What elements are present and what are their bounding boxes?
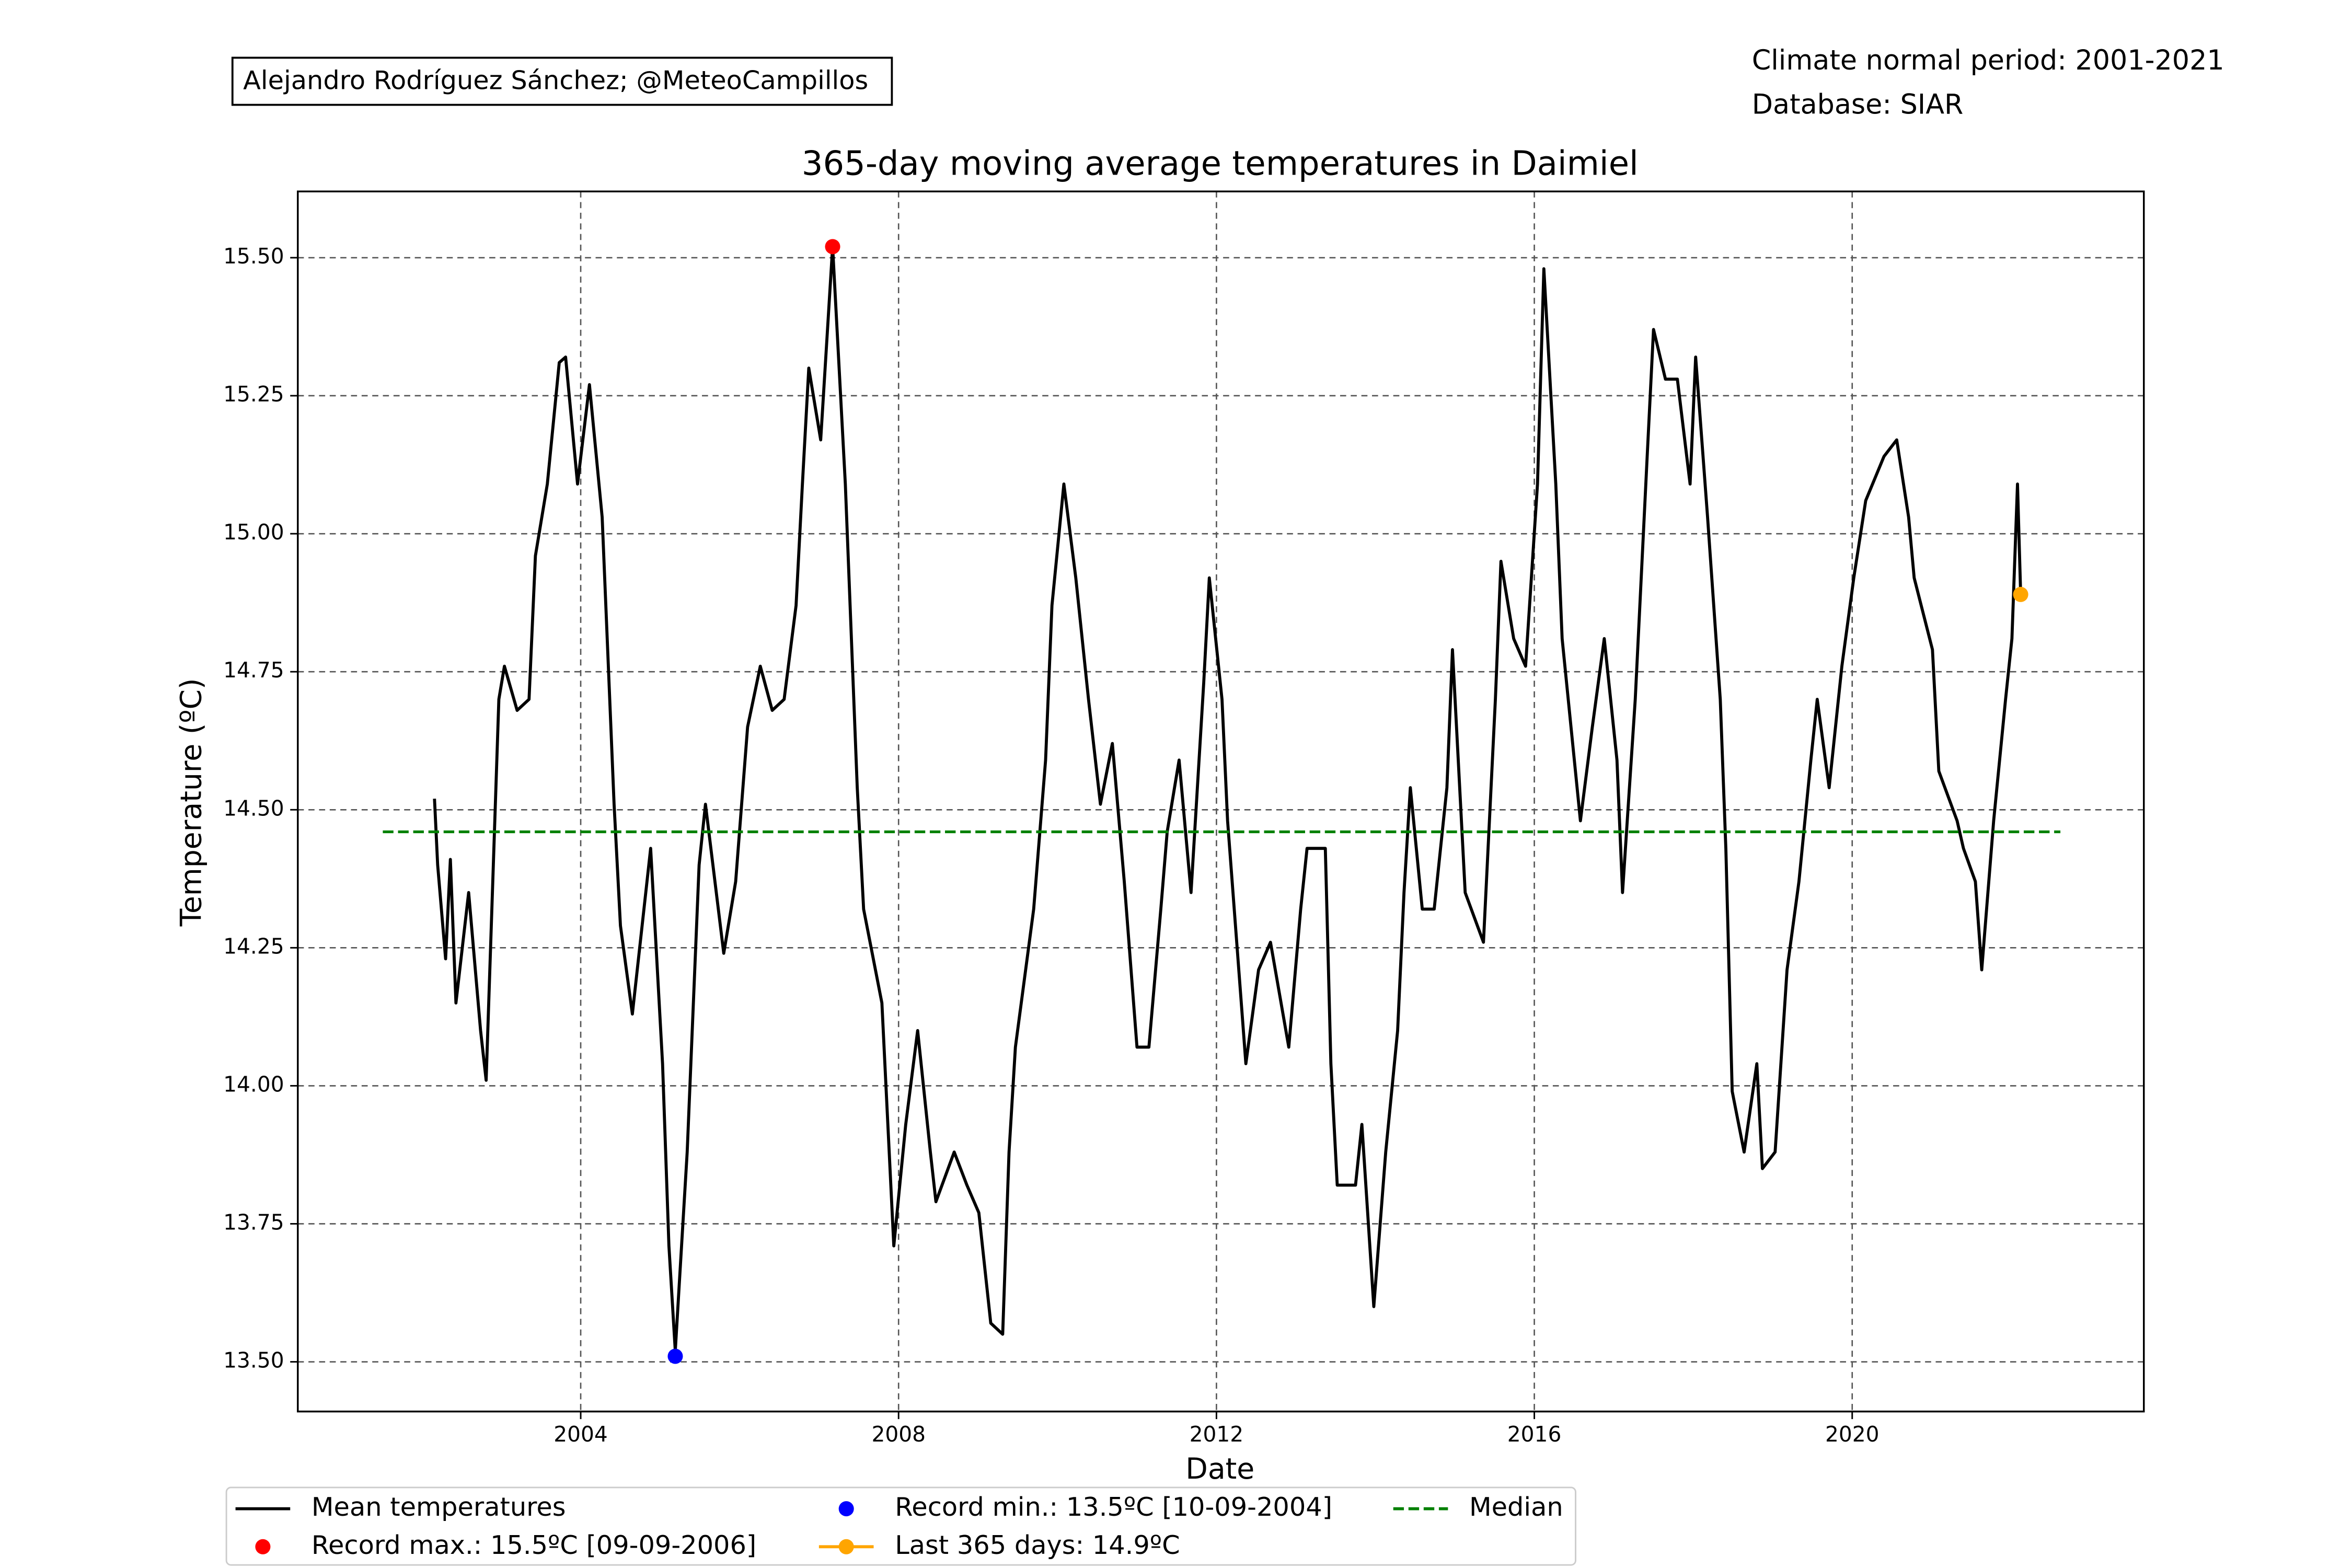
legend-label: Record min.: 13.5ºC [10-09-2004] [895,1492,1332,1522]
y-tick-label: 14.00 [223,1071,284,1097]
point [825,239,840,255]
legend-marker [838,1539,854,1554]
legend-marker [838,1501,854,1517]
credit-box [231,56,893,106]
y-axis-label: Temperature (ºC) [175,678,208,927]
legend-label: Mean temperatures [312,1492,566,1522]
y-tick-label: 15.25 [223,382,284,407]
legend-marker [255,1539,271,1554]
x-axis-label: Date [1185,1452,1254,1486]
y-tick-label: 15.00 [223,520,284,545]
x-tick-label: 2008 [871,1422,926,1447]
x-tick-label: 2020 [1825,1422,1880,1447]
y-tick-label: 13.50 [223,1348,284,1373]
legend-label: Last 365 days: 14.9ºC [895,1530,1180,1560]
y-tick-label: 13.75 [223,1209,284,1235]
point [2013,586,2028,602]
legend-box [225,1486,1576,1566]
credit: Alejandro Rodríguez Sánchez; @MeteoCampi… [243,65,868,95]
legend: Mean temperatures Record max.: 15.5ºC [09… [225,1486,1576,1566]
climate-period: Climate normal period: 2001-2021 [1752,44,2224,76]
x-tick-label: 2012 [1190,1422,1244,1447]
x-tick-label: 2016 [1507,1422,1562,1447]
chart-title: 365-day moving average temperatures in D… [802,144,1639,183]
database: Database: SIAR [1752,88,1964,120]
plot-frame [297,190,2145,1413]
legend-label: Median [1469,1492,1563,1522]
y-tick-label: 14.75 [223,658,284,683]
legend-label: Record max.: 15.5ºC [09-09-2006] [312,1530,756,1560]
y-tick-label: 15.50 [223,244,284,269]
y-tick-label: 14.25 [223,933,284,959]
point [667,1348,683,1364]
y-tick-label: 14.50 [223,795,284,821]
x-tick-label: 2004 [554,1422,608,1447]
series-line [433,245,2022,1353]
